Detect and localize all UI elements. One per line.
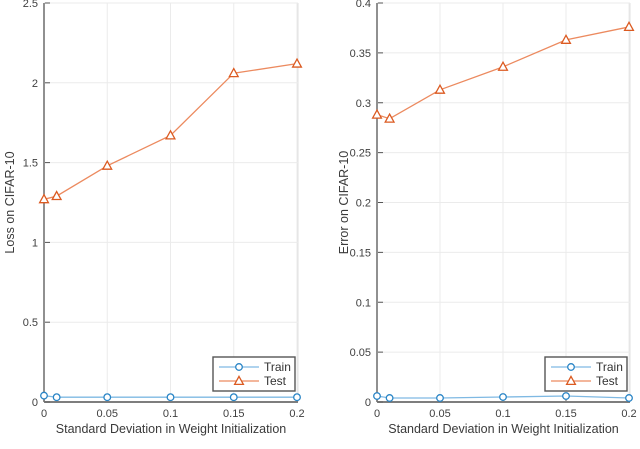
legend-box bbox=[544, 356, 628, 392]
y-axis-label: Loss on CIFAR-10 bbox=[3, 151, 17, 253]
legend-box bbox=[212, 356, 296, 392]
x-tick-label: 0 bbox=[41, 408, 47, 420]
test-marker bbox=[623, 20, 635, 31]
test-marker bbox=[165, 129, 176, 140]
legend-label-train: Train bbox=[264, 360, 291, 374]
test-marker bbox=[560, 33, 572, 44]
train-marker bbox=[562, 392, 570, 400]
test-marker bbox=[371, 108, 383, 119]
train-marker bbox=[373, 392, 381, 400]
y-axis-label: Error on CIFAR-10 bbox=[337, 151, 351, 255]
train-marker bbox=[385, 394, 394, 402]
x-tick-label: 0.15 bbox=[555, 408, 576, 420]
y-tick-label: 0.4 bbox=[356, 0, 371, 10]
y-tick-label: 0.2 bbox=[356, 198, 371, 210]
legend-marker-train bbox=[235, 363, 243, 371]
test-marker bbox=[291, 57, 303, 68]
x-axis-label: Standard Deviation in Weight Initializat… bbox=[56, 422, 287, 436]
y-tick-label: 0.5 bbox=[23, 317, 38, 329]
legend-marker-test bbox=[233, 375, 245, 386]
y-tick-label: 0 bbox=[365, 397, 371, 409]
test-marker bbox=[228, 67, 240, 78]
x-tick-label: 0.2 bbox=[621, 408, 636, 420]
y-tick-label: 0.15 bbox=[350, 247, 371, 259]
train-marker bbox=[499, 393, 507, 401]
x-tick-label: 0.05 bbox=[97, 408, 118, 420]
train-marker bbox=[166, 393, 175, 402]
y-tick-label: 0.1 bbox=[356, 297, 371, 309]
y-tick-label: 0.25 bbox=[350, 148, 371, 160]
y-tick-label: 2.5 bbox=[23, 0, 38, 10]
y-tick-label: 0 bbox=[32, 397, 38, 409]
train-marker bbox=[293, 393, 301, 402]
legend-marker-test bbox=[565, 375, 577, 386]
y-tick-label: 0.35 bbox=[350, 48, 371, 60]
test-marker bbox=[434, 83, 446, 94]
x-tick-label: 0.15 bbox=[223, 408, 244, 420]
chart-loss: 0 0.05 0.1 0.15 0.2 0 0.5 1 1.5 2 2.5 Standard Devi… bbox=[3, 0, 305, 436]
legend-marker-train bbox=[567, 363, 575, 371]
train-marker bbox=[52, 393, 61, 402]
x-axis-label: Standard Deviation in Weight Initializat… bbox=[388, 422, 619, 436]
train-marker bbox=[625, 394, 633, 402]
train-marker bbox=[103, 393, 112, 402]
test-marker bbox=[384, 112, 396, 123]
y-tick-label: 1.5 bbox=[23, 158, 38, 170]
x-tick-label: 0.05 bbox=[429, 408, 450, 420]
y-tick-label: 0.3 bbox=[356, 98, 371, 110]
train-marker bbox=[436, 394, 444, 402]
chart-error: 0 0.05 0.1 0.15 0.2 0 0.05 0.1 0.15 0.2 0.25 0.3 0.3… bbox=[337, 0, 637, 436]
legend-label-test: Test bbox=[264, 374, 287, 388]
legend-label-test: Test bbox=[596, 374, 619, 388]
legend-label-train: Train bbox=[596, 360, 623, 374]
test-marker bbox=[38, 193, 50, 204]
train-marker bbox=[40, 391, 48, 400]
x-tick-label: 0.1 bbox=[495, 408, 510, 420]
x-tick-label: 0.2 bbox=[289, 408, 304, 420]
y-tick-label: 0.05 bbox=[350, 347, 371, 359]
x-tick-label: 0 bbox=[374, 408, 380, 420]
test-marker bbox=[101, 159, 113, 170]
test-marker bbox=[51, 190, 63, 201]
y-tick-label: 1 bbox=[32, 237, 38, 249]
y-tick-label: 2 bbox=[32, 78, 38, 90]
train-marker bbox=[229, 393, 238, 402]
test-marker bbox=[497, 60, 509, 71]
x-tick-label: 0.1 bbox=[163, 408, 178, 420]
